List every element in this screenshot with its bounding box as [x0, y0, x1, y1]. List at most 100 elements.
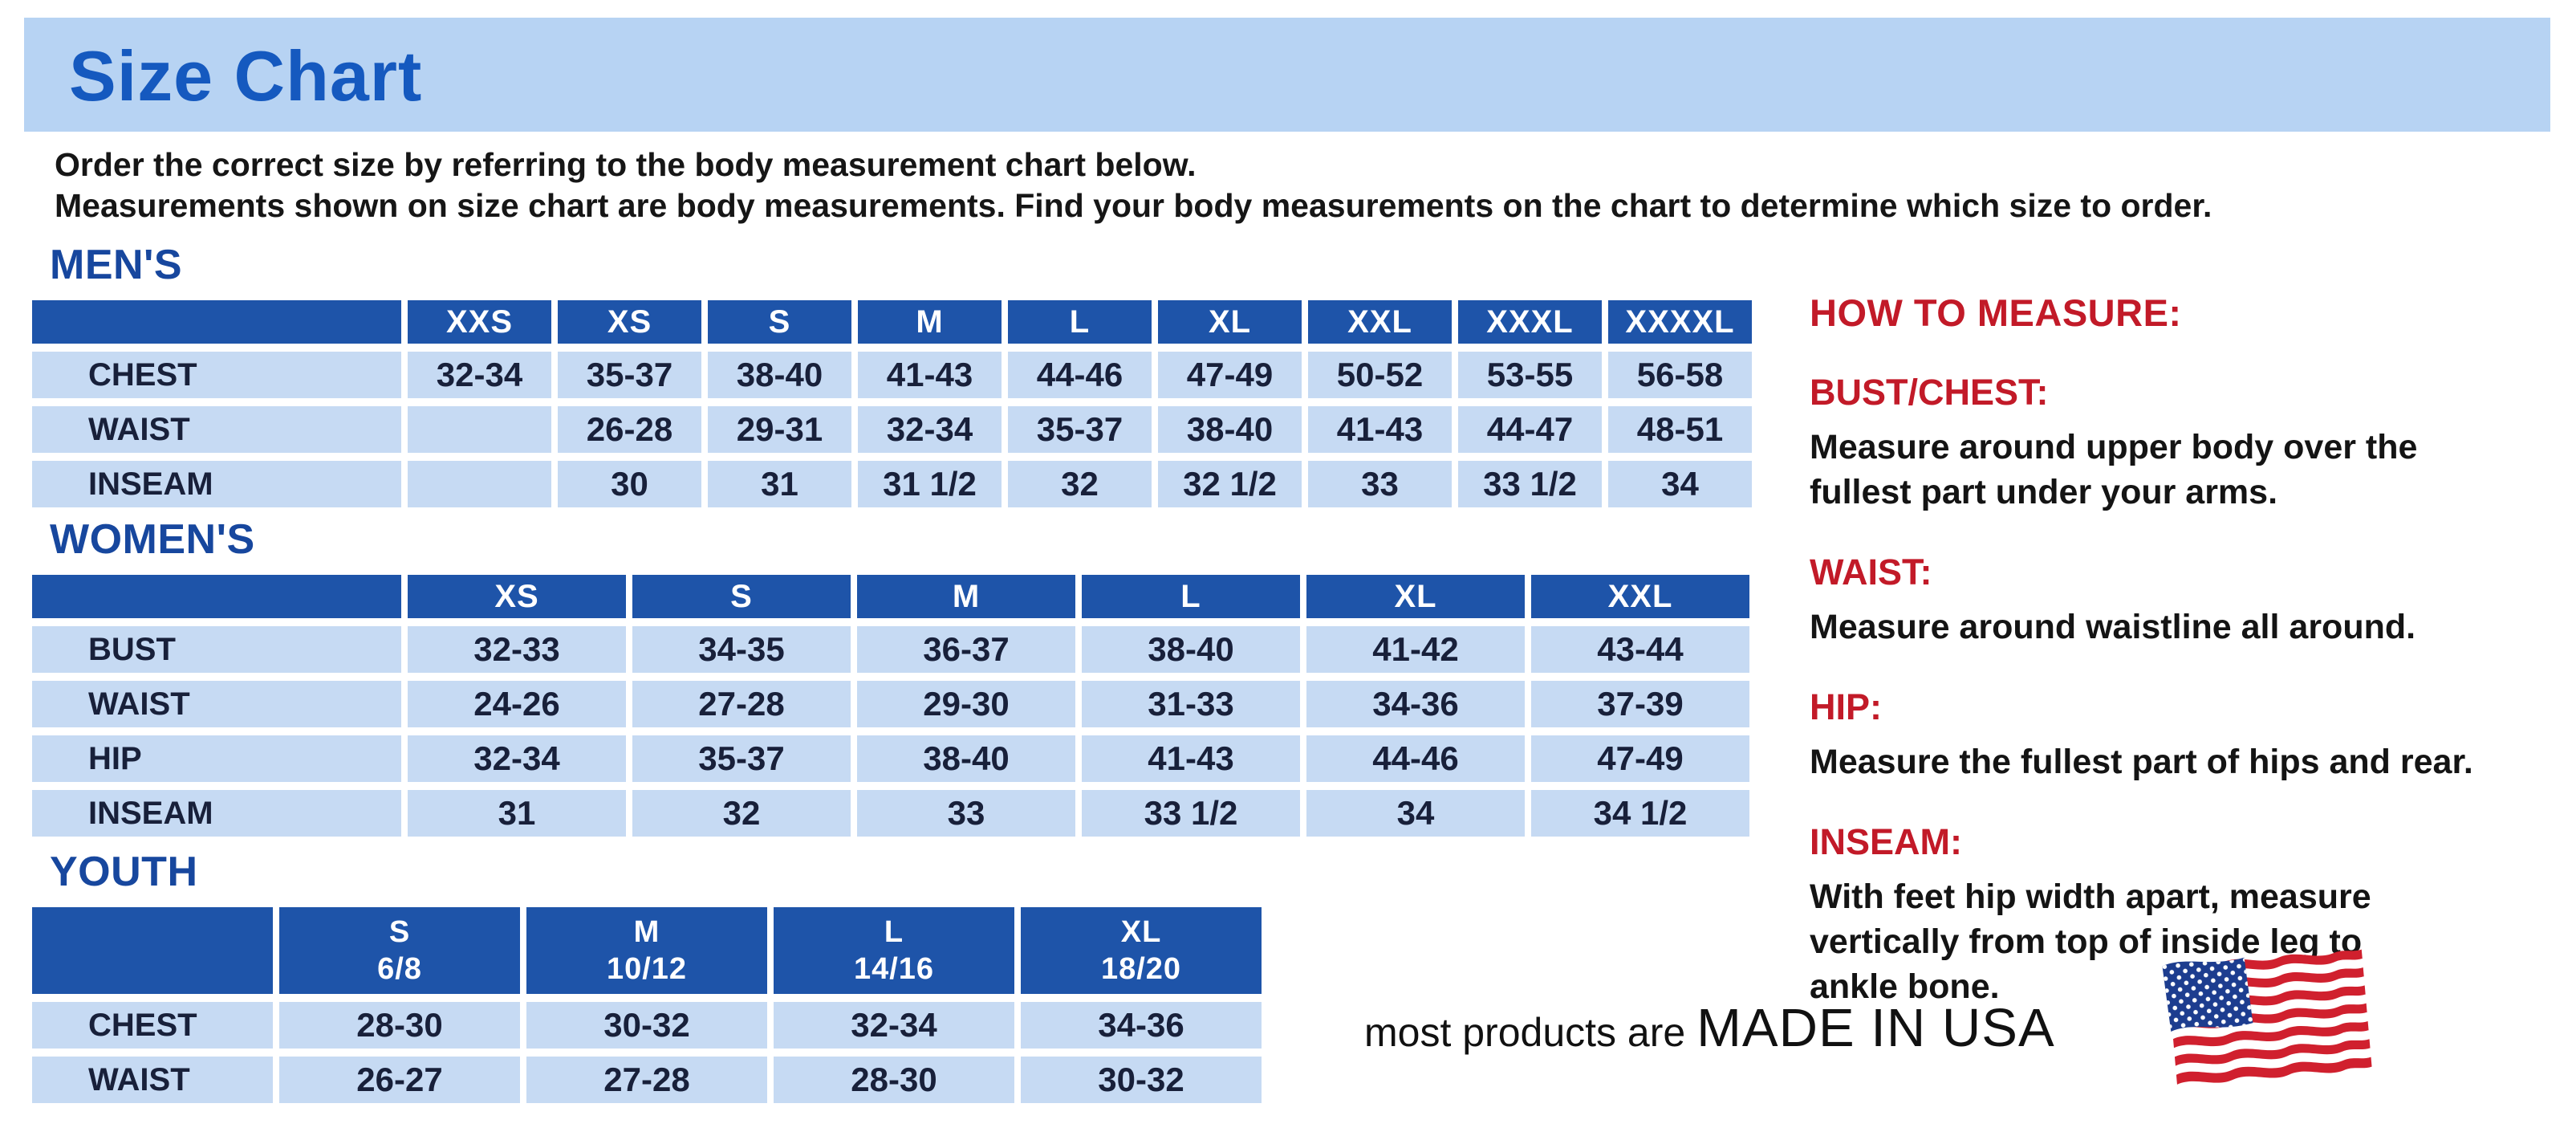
measurement-cell: 30	[558, 461, 701, 507]
size-column-header: XXL	[1308, 300, 1452, 344]
measurement-cell: 32	[1008, 461, 1152, 507]
row-label: WAIST	[32, 681, 401, 727]
measurement-cell: 32-33	[408, 626, 626, 673]
measurement-cell: 31	[708, 461, 851, 507]
measurement-cell: 24-26	[408, 681, 626, 727]
made-in-usa-prefix: most products are	[1364, 1010, 1697, 1055]
measure-term-inseam: INSEAM:	[1810, 821, 1962, 862]
measurement-cell: 44-47	[1458, 406, 1602, 453]
measurement-cell: 31 1/2	[858, 461, 1002, 507]
measurement-cell: 44-46	[1008, 352, 1152, 398]
measurement-cell: 37-39	[1531, 681, 1749, 727]
measurement-cell: 34-36	[1021, 1002, 1262, 1049]
measurement-cell: 41-43	[1082, 735, 1300, 782]
womens-section: WOMEN'S XS S M L XL XXL BUST 32-33 34-35 36-37 38-…	[32, 515, 1749, 837]
size-column-header: XXS	[408, 300, 551, 344]
size-column-header: M 10/12	[526, 907, 767, 994]
row-label: WAIST	[32, 1057, 273, 1103]
measurement-cell: 32	[632, 790, 851, 837]
size-column-header: XXL	[1531, 575, 1749, 618]
measurement-cell: 41-42	[1306, 626, 1525, 673]
womens-size-table: XS S M L XL XXL BUST 32-33 34-35 36-37 38-40 41-42 4…	[32, 575, 1749, 837]
size-column-header: XS	[558, 300, 701, 344]
measurement-cell: 38-40	[1082, 626, 1300, 673]
row-label: CHEST	[32, 1002, 273, 1049]
measurement-cell: 29-30	[857, 681, 1075, 727]
us-flag-icon	[2159, 923, 2383, 1124]
size-column-header: S	[632, 575, 851, 618]
intro-line-2: Measurements shown on size chart are bod…	[55, 187, 2212, 224]
measurement-cell: 32-34	[858, 406, 1002, 453]
womens-section-heading: WOMEN'S	[50, 516, 255, 563]
measurement-cell: 41-43	[858, 352, 1002, 398]
measurement-cell: 28-30	[279, 1002, 520, 1049]
size-column-header: XL	[1158, 300, 1302, 344]
row-label: CHEST	[32, 352, 401, 398]
measure-desc-hip: Measure the fullest part of hips and rea…	[1810, 743, 2473, 781]
measurement-cell: 26-28	[558, 406, 701, 453]
measurement-cell: 33 1/2	[1458, 461, 1602, 507]
size-column-header: M	[858, 300, 1002, 344]
how-to-measure-panel: HOW TO MEASURE: BUST/CHEST: Measure arou…	[1810, 291, 2572, 1009]
intro-text: Order the correct size by referring to t…	[55, 145, 2212, 226]
measurement-cell: 31	[408, 790, 626, 837]
measurement-cell: 38-40	[708, 352, 851, 398]
youth-size-table: S 6/8 M 10/12 L 14/16 XL 18/20 CHEST 28-30 30-32 32…	[32, 907, 1262, 1103]
measurement-cell: 28-30	[774, 1057, 1014, 1103]
measurement-cell	[408, 461, 551, 507]
page-title: Size Chart	[69, 36, 423, 116]
measure-term-bust-chest: BUST/CHEST:	[1810, 372, 2049, 413]
measurement-cell: 34	[1306, 790, 1525, 837]
measurement-cell: 34-35	[632, 626, 851, 673]
how-to-measure-heading: HOW TO MEASURE:	[1810, 291, 2182, 334]
measurement-cell: 32-34	[774, 1002, 1014, 1049]
measurement-cell: 27-28	[632, 681, 851, 727]
measurement-cell: 43-44	[1531, 626, 1749, 673]
measurement-cell: 47-49	[1158, 352, 1302, 398]
measurement-cell: 30-32	[526, 1002, 767, 1049]
measurement-cell: 35-37	[558, 352, 701, 398]
measurement-cell: 34	[1608, 461, 1752, 507]
made-in-usa-text: MADE IN USA	[1696, 998, 2055, 1058]
measure-desc-waist: Measure around waistline all around.	[1810, 608, 2416, 646]
measurement-cell: 26-27	[279, 1057, 520, 1103]
measurement-cell: 50-52	[1308, 352, 1452, 398]
measurement-cell: 32 1/2	[1158, 461, 1302, 507]
measurement-cell: 35-37	[1008, 406, 1152, 453]
measurement-cell	[408, 406, 551, 453]
intro-line-1: Order the correct size by referring to t…	[55, 146, 1197, 183]
measurement-cell: 31-33	[1082, 681, 1300, 727]
row-label: INSEAM	[32, 790, 401, 837]
row-label: WAIST	[32, 406, 401, 453]
measurement-cell: 44-46	[1306, 735, 1525, 782]
measurement-cell: 36-37	[857, 626, 1075, 673]
row-label: HIP	[32, 735, 401, 782]
measurement-cell: 32-34	[408, 352, 551, 398]
size-column-header: S	[708, 300, 851, 344]
measurement-cell: 35-37	[632, 735, 851, 782]
youth-section-heading: YOUTH	[50, 849, 198, 895]
corner-cell	[32, 907, 273, 994]
size-column-header: S 6/8	[279, 907, 520, 994]
measurement-cell: 38-40	[857, 735, 1075, 782]
size-column-header: XL 18/20	[1021, 907, 1262, 994]
size-column-header: L	[1082, 575, 1300, 618]
measurement-cell: 38-40	[1158, 406, 1302, 453]
measurement-cell: 29-31	[708, 406, 851, 453]
youth-section: YOUTH S 6/8 M 10/12 L 14/16 XL 18/20 CHEST 28-30 3…	[32, 848, 1262, 1103]
measurement-cell: 41-43	[1308, 406, 1452, 453]
row-label: BUST	[32, 626, 401, 673]
measurement-cell: 34 1/2	[1531, 790, 1749, 837]
size-column-header: XS	[408, 575, 626, 618]
measure-term-waist: WAIST:	[1810, 552, 1932, 592]
measurement-cell: 33	[857, 790, 1075, 837]
corner-cell	[32, 300, 401, 344]
mens-section: MEN'S XXS XS S M L XL XXL XXXL XXXXL CHEST 32-34 35…	[32, 241, 1752, 507]
size-column-header: L 14/16	[774, 907, 1014, 994]
size-column-header: L	[1008, 300, 1152, 344]
row-label: INSEAM	[32, 461, 401, 507]
measurement-cell: 48-51	[1608, 406, 1752, 453]
measurement-cell: 33	[1308, 461, 1452, 507]
measurement-cell: 27-28	[526, 1057, 767, 1103]
